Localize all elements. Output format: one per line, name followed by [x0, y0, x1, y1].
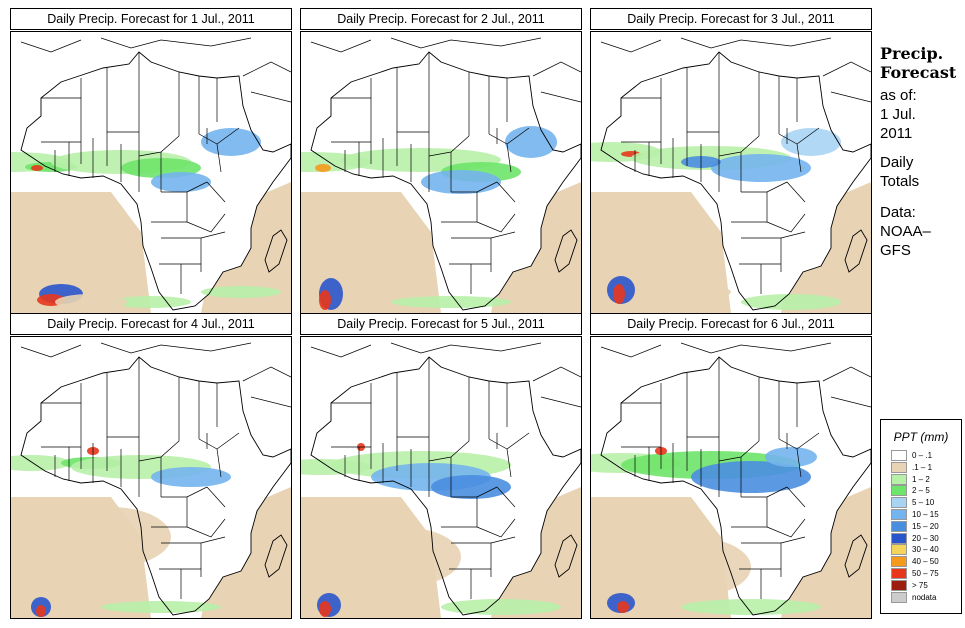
legend-label: 20 – 30 [912, 533, 939, 543]
forecast-panel-day-2: Daily Precip. Forecast for 2 Jul., 2011 [300, 8, 582, 314]
forecast-panel-day-3: Daily Precip. Forecast for 3 Jul., 2011 [590, 8, 872, 314]
legend-item: 40 – 50 [891, 556, 959, 568]
legend-swatch [891, 544, 907, 556]
legend-swatch [891, 556, 907, 568]
africa-map-svg [11, 342, 291, 618]
legend-swatch [891, 520, 907, 532]
legend-label: 2 – 5 [912, 486, 930, 496]
legend-item: 30 – 40 [891, 544, 959, 556]
africa-map-svg [11, 37, 291, 313]
data-source: GFS [880, 242, 911, 259]
africa-map-svg [301, 342, 581, 618]
legend-swatch [891, 591, 907, 603]
precip-legend: PPT (mm) 0 – .1 .1 – 1 1 – 2 2 – 5 5 – 10 10 … [880, 419, 962, 614]
africa-map-svg [301, 37, 581, 313]
legend-label: 5 – 10 [912, 498, 935, 508]
info-heading: Forecast [880, 63, 957, 82]
legend-item: 10 – 15 [891, 509, 959, 520]
legend-title: PPT (mm) [893, 430, 949, 444]
legend-item: 0 – .1 [891, 450, 959, 461]
legend-swatch [891, 485, 907, 497]
panel-title: Daily Precip. Forecast for 4 Jul., 2011 [10, 313, 292, 335]
legend-swatch [891, 579, 907, 591]
legend-swatch [891, 450, 907, 461]
legend-item: nodata [891, 591, 959, 603]
legend-item: .1 – 1 [891, 461, 959, 473]
forecast-panel-day-5: Daily Precip. Forecast for 5 Jul., 2011 [300, 313, 582, 619]
panel-title: Daily Precip. Forecast for 5 Jul., 2011 [300, 313, 582, 335]
legend-item: 20 – 30 [891, 532, 959, 544]
africa-map-svg [591, 37, 871, 313]
legend-item: > 75 [891, 579, 959, 591]
precip-map [590, 336, 872, 619]
legend-swatch [891, 568, 907, 579]
totals-label: Totals [880, 173, 920, 190]
precip-map [10, 336, 292, 619]
forecast-panel-day-4: Daily Precip. Forecast for 4 Jul., 2011 [10, 313, 292, 619]
totals-label: Daily [880, 154, 914, 171]
legend-item: 1 – 2 [891, 473, 959, 485]
data-source: NOAA– [880, 223, 931, 240]
legend-swatch [891, 461, 907, 473]
asof-year: 2011 [880, 125, 913, 142]
legend-label: nodata [912, 592, 937, 602]
legend-label: > 75 [912, 580, 928, 590]
legend-label: 40 – 50 [912, 557, 939, 567]
legend-item: 2 – 5 [891, 485, 959, 497]
info-heading: Precip. [880, 44, 944, 63]
legend-swatch [891, 497, 907, 509]
legend-item: 50 – 75 [891, 568, 959, 579]
panel-title: Daily Precip. Forecast for 3 Jul., 2011 [590, 8, 872, 30]
panel-title: Daily Precip. Forecast for 1 Jul., 2011 [10, 8, 292, 30]
legend-label: 10 – 15 [912, 510, 939, 519]
legend-swatch [891, 473, 907, 485]
legend-swatch [891, 509, 907, 520]
asof-day: 1 Jul. [880, 106, 916, 123]
map-info: Precip. Forecast as of: 1 Jul. 2011 Dail… [880, 44, 962, 260]
legend-label: 15 – 20 [912, 521, 939, 531]
legend-item: 15 – 20 [891, 520, 959, 532]
forecast-panel-day-1: Daily Precip. Forecast for 1 Jul., 2011 [10, 8, 292, 314]
legend-label: 50 – 75 [912, 569, 939, 578]
legend-label: 30 – 40 [912, 545, 939, 555]
legend-label: .1 – 1 [912, 462, 933, 472]
precip-map [300, 31, 582, 314]
precip-map [590, 31, 872, 314]
forecast-panel-day-6: Daily Precip. Forecast for 6 Jul., 2011 [590, 313, 872, 619]
legend-label: 1 – 2 [912, 474, 930, 484]
legend-label: 0 – .1 [912, 451, 933, 460]
panel-title: Daily Precip. Forecast for 6 Jul., 2011 [590, 313, 872, 335]
precip-map [10, 31, 292, 314]
legend-item: 5 – 10 [891, 497, 959, 509]
panel-title: Daily Precip. Forecast for 2 Jul., 2011 [300, 8, 582, 30]
data-source-label: Data: [880, 204, 916, 221]
precip-map [300, 336, 582, 619]
asof-label: as of: [880, 87, 917, 104]
africa-map-svg [591, 342, 871, 618]
legend-swatch [891, 532, 907, 544]
